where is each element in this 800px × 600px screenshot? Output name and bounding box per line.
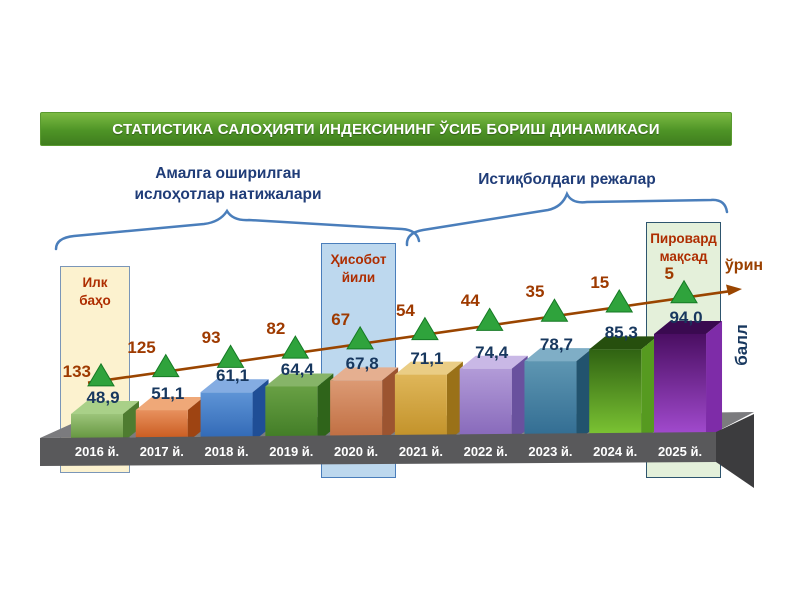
bar-side-face	[706, 320, 723, 442]
group-label-reforms-line2: ислоҳотлар натижалари	[134, 186, 322, 203]
bar-top-face	[135, 397, 204, 411]
trend-markers-group	[87, 279, 698, 387]
group-label-reforms: Амалга оширилган ислоҳотлар натижалари	[78, 163, 378, 205]
trend-marker-triangle	[281, 335, 310, 359]
bar-top-face	[589, 336, 658, 350]
bar-side-face	[382, 367, 399, 442]
callout-final-goal-line2: мақсад	[659, 249, 708, 264]
score-axis-label: балл	[732, 324, 751, 366]
callout-report-year-line2: йили	[341, 270, 376, 285]
bar-side-face	[641, 336, 658, 442]
trend-marker-triangle	[670, 279, 698, 304]
bar-front-face	[330, 380, 383, 442]
platform-side-face	[716, 414, 754, 488]
bar-top-face	[654, 320, 723, 334]
bracket-left	[54, 208, 421, 251]
bar-side-face	[576, 348, 593, 442]
bar-side-face	[511, 355, 528, 442]
trend-marker-triangle	[346, 325, 374, 350]
trend-marker-triangle	[605, 288, 634, 313]
bars-group	[71, 320, 723, 442]
bar-top-face	[330, 367, 399, 381]
bar-front-face	[71, 413, 123, 442]
bar-top-face	[71, 400, 139, 414]
bar-side-face	[187, 397, 204, 442]
bar-front-face	[654, 333, 707, 442]
bar-top-face	[394, 361, 463, 375]
bar-side-face	[317, 373, 334, 442]
trend-marker-triangle	[87, 362, 115, 387]
bar-top-face	[200, 379, 269, 393]
platform-front-face	[40, 432, 716, 466]
trend-arrowhead-icon	[726, 284, 742, 296]
bar-front-face	[265, 386, 318, 442]
bar-front-face	[459, 368, 512, 442]
bar-side-face	[446, 361, 463, 442]
rank-axis-label: ўрин	[724, 257, 764, 274]
bar-front-face	[135, 410, 188, 442]
trend-marker-triangle	[475, 307, 504, 331]
callout-first-estimate-line2: баҳо	[79, 293, 111, 308]
group-label-plans-line1: Истиқболдаги режалар	[478, 171, 656, 188]
bar-front-face	[589, 349, 642, 442]
bar-front-face	[524, 361, 577, 442]
group-label-reforms-line1: Амалга оширилган	[155, 165, 301, 182]
trend-marker-triangle	[216, 344, 245, 368]
bar-side-face	[252, 379, 269, 442]
bracket-right	[405, 190, 729, 247]
callout-final-goal-line1: Пировард	[650, 231, 717, 246]
bar-side-face	[123, 400, 139, 442]
bar-top-face	[265, 373, 334, 387]
callout-report-year-line1: Ҳисобот	[330, 252, 387, 267]
trend-marker-triangle	[411, 316, 439, 341]
trend-marker-triangle	[151, 353, 180, 378]
callout-first-estimate-line1: Илк	[82, 275, 108, 290]
group-label-plans: Истиқболдаги режалар	[417, 169, 717, 190]
bar-front-face	[200, 392, 253, 442]
bar-top-face	[524, 348, 593, 362]
bar-front-face	[394, 374, 447, 442]
bar-top-face	[459, 355, 528, 369]
trend-marker-triangle	[540, 298, 569, 322]
page-title: СТАТИСТИКА САЛОҲИЯТИ ИНДЕКСИНИНГ ЎСИБ БО…	[40, 112, 732, 146]
